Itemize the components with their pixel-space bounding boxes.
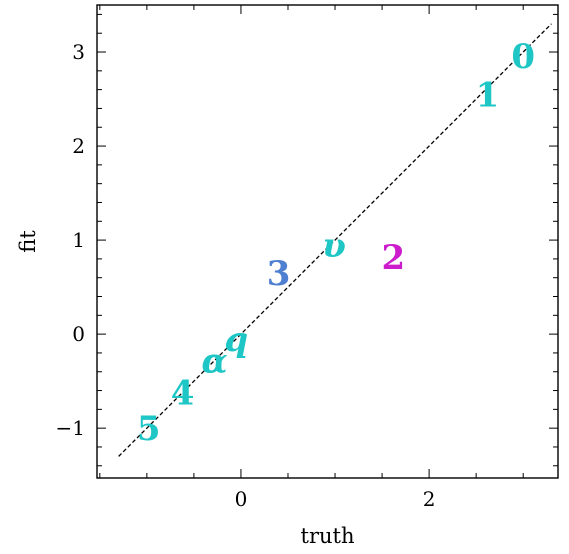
tick-labels: 0 2 −1 0 1 2 3	[56, 40, 436, 511]
reference-line	[118, 23, 552, 457]
data-point-marker: 5	[137, 409, 161, 449]
x-axis-label: truth	[301, 524, 355, 548]
x-tick-label: 2	[423, 487, 436, 511]
data-point-marker: α	[202, 341, 228, 381]
plot-frame	[96, 4, 559, 479]
data-point-marker: 2	[382, 238, 406, 278]
y-tick-label: 0	[72, 322, 85, 346]
data-point-marker: q	[224, 320, 248, 360]
y-tick-label: 1	[72, 228, 85, 252]
x-tick-label: 0	[235, 487, 248, 511]
data-point-marker: 0	[511, 37, 535, 77]
y-tick-label: −1	[56, 416, 85, 440]
data-point-marker: 1	[476, 75, 500, 115]
axis-ticks	[97, 5, 558, 478]
y-tick-label: 3	[72, 40, 85, 64]
reference-line-layer	[118, 23, 552, 457]
y-axis-label: fit	[16, 230, 40, 253]
y-tick-label: 2	[72, 134, 85, 158]
data-point-marker: υ	[322, 226, 346, 266]
data-point-marker: 3	[267, 254, 291, 294]
data-point-marker: 4	[171, 373, 195, 413]
